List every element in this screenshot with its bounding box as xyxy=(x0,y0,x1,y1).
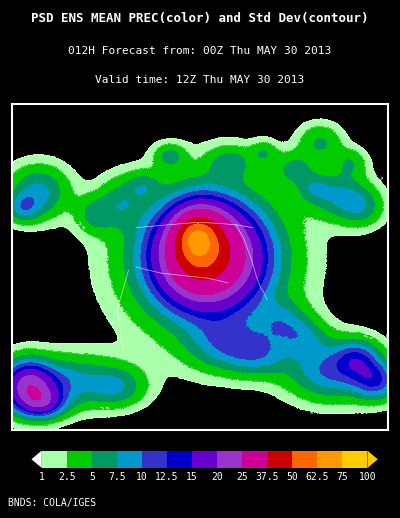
Text: 1: 1 xyxy=(39,471,45,482)
Polygon shape xyxy=(342,451,368,468)
Text: PSD ENS MEAN PREC(color) and Std Dev(contour): PSD ENS MEAN PREC(color) and Std Dev(con… xyxy=(31,12,369,25)
Text: 2.5: 2.5 xyxy=(58,471,76,482)
Text: 75: 75 xyxy=(336,471,348,482)
Text: 62.5: 62.5 xyxy=(306,471,329,482)
Text: 1: 1 xyxy=(15,425,21,432)
Text: 1: 1 xyxy=(106,319,114,326)
Text: 1: 1 xyxy=(375,176,383,183)
Text: Valid time: 12Z Thu MAY 30 2013: Valid time: 12Z Thu MAY 30 2013 xyxy=(95,75,305,84)
Text: 12.5: 12.5 xyxy=(155,471,179,482)
Polygon shape xyxy=(167,451,192,468)
Text: 1: 1 xyxy=(380,333,388,340)
Text: 5: 5 xyxy=(89,471,95,482)
Polygon shape xyxy=(192,451,217,468)
Text: 20: 20 xyxy=(211,471,223,482)
Text: 2.5: 2.5 xyxy=(362,331,374,340)
Polygon shape xyxy=(42,451,67,468)
Polygon shape xyxy=(32,451,42,468)
Text: 50: 50 xyxy=(286,471,298,482)
Polygon shape xyxy=(217,451,242,468)
Text: 012H Forecast from: 00Z Thu MAY 30 2013: 012H Forecast from: 00Z Thu MAY 30 2013 xyxy=(68,46,332,55)
Text: 37.5: 37.5 xyxy=(256,471,279,482)
Polygon shape xyxy=(317,451,342,468)
Polygon shape xyxy=(292,451,317,468)
Text: 2.5: 2.5 xyxy=(100,407,111,413)
Polygon shape xyxy=(368,451,378,468)
Text: 100: 100 xyxy=(359,471,376,482)
Polygon shape xyxy=(142,451,167,468)
Polygon shape xyxy=(117,451,142,468)
Text: 10: 10 xyxy=(136,471,148,482)
Text: 2.5: 2.5 xyxy=(74,221,86,233)
Text: 1: 1 xyxy=(308,408,314,415)
Polygon shape xyxy=(92,451,117,468)
Text: 7.5: 7.5 xyxy=(108,471,126,482)
Polygon shape xyxy=(267,451,292,468)
Polygon shape xyxy=(242,451,267,468)
Polygon shape xyxy=(67,451,92,468)
Text: BNDS: COLA/IGES: BNDS: COLA/IGES xyxy=(8,498,96,508)
Text: 25: 25 xyxy=(236,471,248,482)
Text: 15: 15 xyxy=(186,471,198,482)
